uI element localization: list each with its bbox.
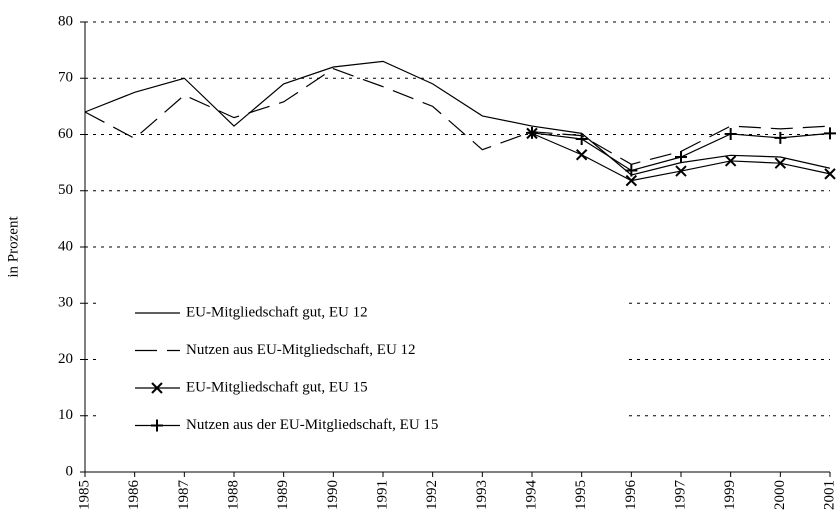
marker (724, 155, 737, 167)
legend-label: EU-Mitgliedschaft gut, EU 15 (186, 379, 368, 395)
series-line (84, 60, 831, 176)
marker (724, 127, 737, 140)
legend-label: Nutzen aus der EU-Mitgliedschaft, EU 15 (186, 417, 438, 433)
y-tick-label: 80 (58, 13, 73, 29)
y-axis-label: in Prozent (5, 216, 21, 278)
x-tick-label: 1991 (374, 480, 390, 510)
x-tick-label: 1997 (672, 480, 688, 511)
marker (625, 174, 638, 187)
y-tick-label: 70 (58, 70, 73, 86)
y-tick-label: 10 (58, 407, 73, 423)
x-tick-label: 2000 (772, 480, 788, 510)
x-tick-label: 1999 (722, 480, 738, 510)
y-tick-label: 50 (58, 182, 73, 198)
x-tick-label: 1986 (126, 480, 142, 511)
marker (774, 157, 787, 169)
x-tick-label: 1990 (325, 480, 341, 510)
y-tick-label: 40 (58, 238, 73, 254)
marker (675, 151, 687, 163)
legend-label: Nutzen aus EU-Mitgliedschaft, EU 12 (186, 342, 416, 358)
x-tick-label: 1987 (176, 480, 192, 511)
x-tick-label: 1996 (623, 480, 639, 511)
x-tick-label: 1989 (275, 480, 291, 510)
y-tick-label: 30 (58, 295, 73, 311)
x-tick-label: 1988 (225, 480, 241, 510)
marker (575, 133, 588, 145)
marker (675, 165, 687, 177)
marker (151, 419, 163, 432)
y-tick-label: 20 (58, 351, 73, 367)
x-tick-label: 1995 (573, 480, 589, 510)
marker (526, 126, 538, 139)
y-tick-label: 60 (58, 126, 73, 142)
marker (575, 149, 588, 161)
marker (824, 168, 836, 180)
marker (625, 164, 638, 177)
marker (824, 127, 836, 140)
series-line (84, 68, 831, 165)
legend-box (100, 292, 625, 444)
x-tick-label: 1993 (474, 480, 490, 510)
x-tick-label: 1994 (523, 480, 539, 511)
legend-label: EU-Mitgliedschaft gut, EU 12 (186, 304, 368, 320)
y-tick-label: 0 (66, 463, 74, 479)
x-tick-label: 2001 (821, 480, 837, 510)
legend: EU-Mitgliedschaft gut, EU 12 Nutzen aus E… (100, 292, 625, 444)
marker (774, 131, 787, 144)
x-tick-label: 1985 (76, 480, 92, 510)
x-tick-label: 1992 (424, 480, 440, 510)
marker (151, 382, 163, 394)
